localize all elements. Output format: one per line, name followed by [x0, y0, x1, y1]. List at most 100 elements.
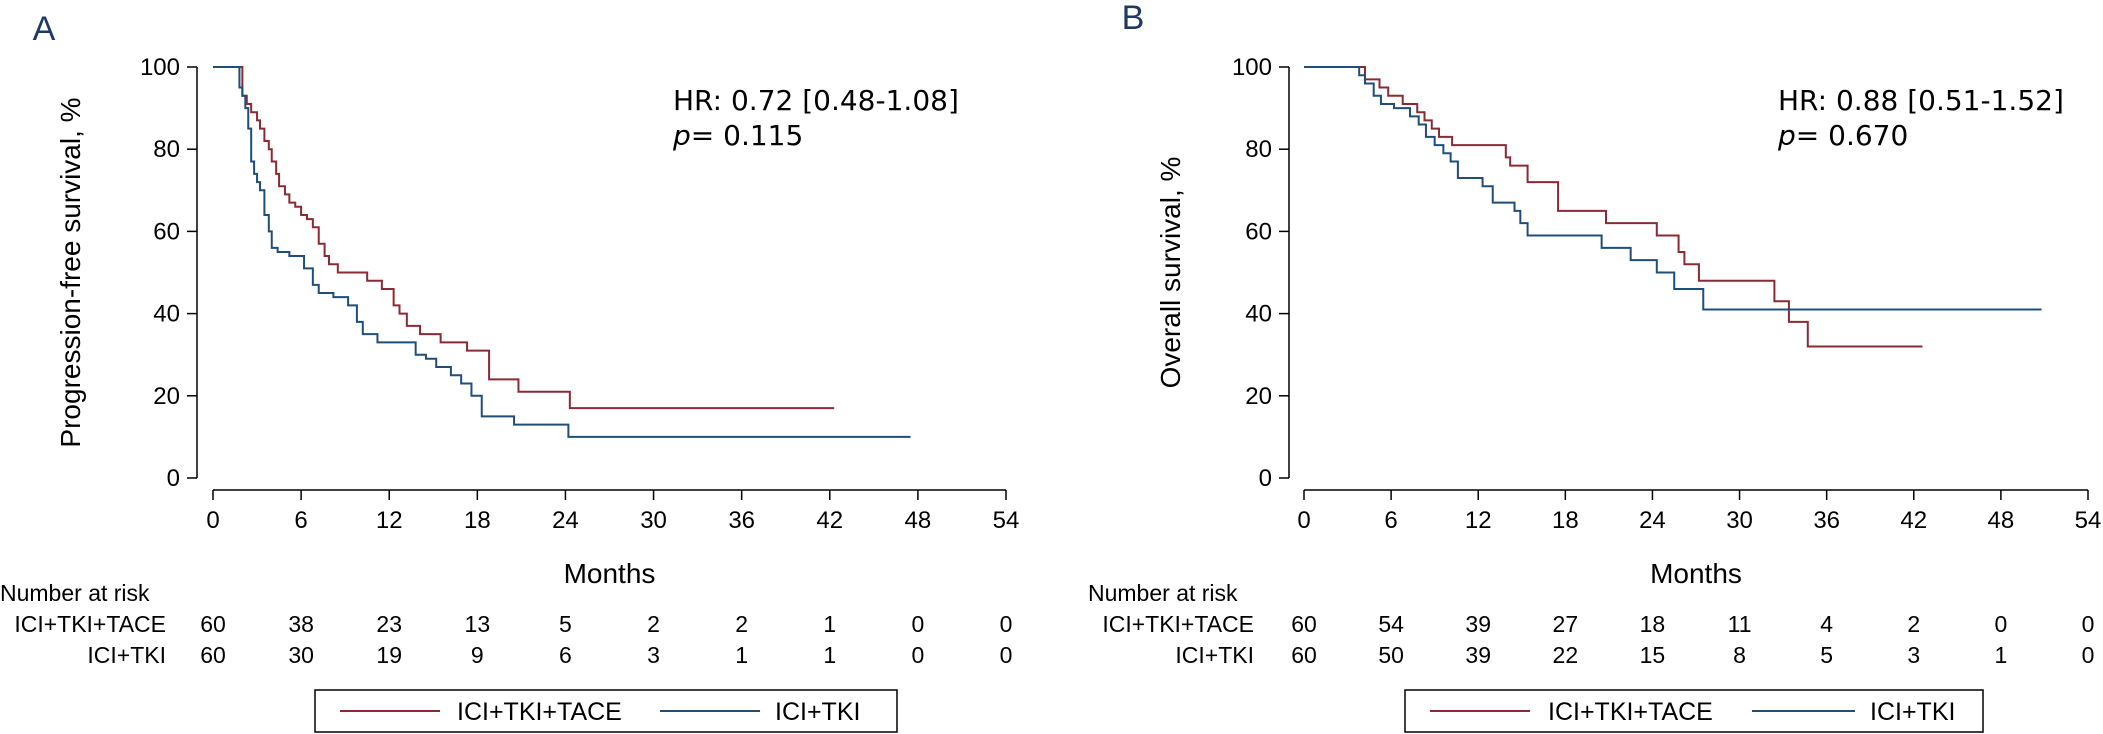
survival-curve-ici-tki-tace	[1304, 66, 1923, 348]
p-value: = 0.115	[691, 119, 804, 152]
x-axis-title: Months	[1650, 558, 1742, 589]
risk-count: 0	[1994, 611, 2007, 637]
risk-count: 18	[1640, 611, 1666, 637]
risk-count: 0	[1000, 642, 1013, 668]
survival-curve-ici-tki	[1304, 66, 2042, 311]
risk-count: 3	[647, 642, 660, 668]
risk-count: 30	[288, 642, 314, 668]
risk-count: 2	[647, 611, 660, 637]
risk-count: 6	[559, 642, 572, 668]
x-tick-label: 12	[1465, 507, 1492, 534]
y-tick-label: 80	[153, 136, 180, 163]
risk-count: 4	[1820, 611, 1833, 637]
legend-label-ici-tki-tace: ICI+TKI+TACE	[457, 698, 622, 726]
hazard-ratio-label: HR: 0.88 [0.51-1.52]	[1778, 84, 2064, 117]
y-tick-label: 20	[153, 383, 180, 410]
risk-count: 5	[559, 611, 572, 637]
risk-count: 5	[1820, 642, 1833, 668]
legend: ICI+TKI+TACE ICI+TKI	[314, 689, 898, 733]
survival-curve-ici-tki	[213, 66, 911, 438]
x-tick-label: 24	[1639, 507, 1666, 534]
risk-count: 8	[1733, 642, 1746, 668]
p-symbol: p	[672, 119, 691, 152]
x-tick-label: 12	[376, 507, 403, 534]
risk-count: 0	[911, 642, 924, 668]
legend-label-ici-tki: ICI+TKI	[775, 698, 860, 726]
risk-count: 0	[1000, 611, 1013, 637]
risk-count: 1	[1994, 642, 2007, 668]
x-tick-label: 0	[1297, 507, 1310, 534]
x-tick-label: 24	[552, 507, 579, 534]
risk-table-heading: Number at risk	[0, 580, 150, 606]
risk-table-heading: Number at risk	[1088, 580, 1238, 606]
y-tick-label: 100	[140, 54, 180, 81]
x-axis-title: Months	[564, 558, 656, 589]
panel-letter: B	[1122, 0, 1145, 37]
y-tick-label: 40	[1245, 301, 1272, 328]
x-tick-label: 36	[728, 507, 755, 534]
survival-curve-ici-tki-tace	[213, 66, 835, 410]
risk-count: 38	[288, 611, 314, 637]
risk-count: 60	[1291, 642, 1317, 668]
y-tick-label: 60	[153, 218, 180, 245]
risk-row-label: ICI+TKI+TACE	[1102, 611, 1254, 637]
x-tick-label: 6	[294, 507, 307, 534]
x-tick-label: 54	[993, 507, 1020, 534]
risk-count: 19	[376, 642, 402, 668]
risk-count: 23	[376, 611, 402, 637]
legend-label-ici-tki-tace: ICI+TKI+TACE	[1548, 698, 1713, 726]
risk-count: 0	[911, 611, 924, 637]
risk-count: 60	[200, 642, 226, 668]
x-tick-label: 36	[1813, 507, 1840, 534]
risk-count: 2	[735, 611, 748, 637]
p-value-label: p= 0.115	[672, 119, 803, 152]
risk-count: 1	[823, 611, 836, 637]
risk-count: 39	[1465, 611, 1491, 637]
risk-count: 0	[2082, 642, 2095, 668]
p-symbol: p	[1777, 119, 1796, 152]
risk-count: 50	[1378, 642, 1404, 668]
risk-count: 0	[2082, 611, 2095, 637]
y-tick-label: 20	[1245, 383, 1272, 410]
y-tick-label: 40	[153, 301, 180, 328]
risk-count: 13	[465, 611, 491, 637]
risk-count: 2	[1907, 611, 1920, 637]
risk-count: 54	[1378, 611, 1404, 637]
y-tick-label: 0	[167, 465, 180, 492]
x-tick-label: 30	[640, 507, 667, 534]
y-axis-title: Progression-free survival, %	[55, 97, 86, 447]
x-tick-label: 18	[1552, 507, 1579, 534]
risk-row-label: ICI+TKI+TACE	[14, 611, 166, 637]
y-tick-label: 60	[1245, 218, 1272, 245]
p-value: = 0.670	[1796, 119, 1909, 152]
x-tick-label: 48	[1988, 507, 2015, 534]
hazard-ratio-label: HR: 0.72 [0.48-1.08]	[673, 84, 959, 117]
risk-count: 1	[823, 642, 836, 668]
risk-count: 9	[471, 642, 484, 668]
risk-count: 22	[1553, 642, 1579, 668]
x-tick-label: 18	[464, 507, 491, 534]
x-tick-label: 48	[905, 507, 932, 534]
x-tick-label: 42	[816, 507, 843, 534]
x-tick-label: 30	[1726, 507, 1753, 534]
x-tick-label: 0	[206, 507, 219, 534]
risk-row-label: ICI+TKI	[1175, 642, 1254, 668]
risk-count: 39	[1465, 642, 1491, 668]
panel-letter: A	[33, 10, 56, 48]
risk-count: 15	[1640, 642, 1666, 668]
y-tick-label: 80	[1245, 136, 1272, 163]
risk-count: 60	[1291, 611, 1317, 637]
risk-count: 3	[1907, 642, 1920, 668]
risk-count: 11	[1728, 611, 1752, 637]
risk-count: 27	[1553, 611, 1579, 637]
legend: ICI+TKI+TACE ICI+TKI	[1404, 689, 1984, 733]
y-axis-title: Overall survival, %	[1155, 157, 1186, 389]
risk-count: 60	[200, 611, 226, 637]
x-tick-label: 6	[1384, 507, 1397, 534]
y-tick-label: 0	[1259, 465, 1272, 492]
legend-label-ici-tki: ICI+TKI	[1870, 698, 1955, 726]
y-tick-label: 100	[1232, 54, 1272, 81]
